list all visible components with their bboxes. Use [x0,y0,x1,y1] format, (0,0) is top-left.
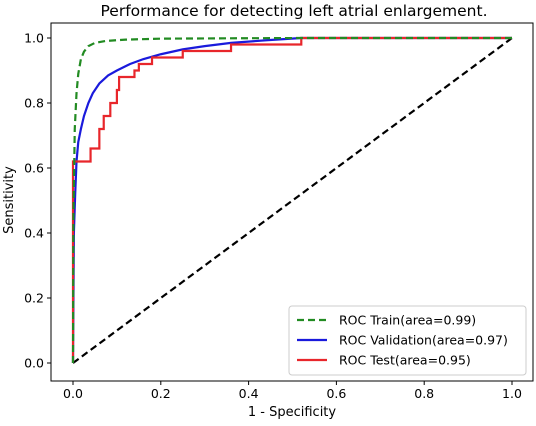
x-tick-label: 0.8 [414,386,434,401]
y-tick-label: 0.6 [24,161,44,176]
y-tick-label: 1.0 [24,31,44,46]
x-tick-label: 0.4 [239,386,259,401]
x-tick-label: 0.2 [151,386,171,401]
series-layer [71,36,513,364]
legend: ROC Train(area=0.99) ROC Validation(area… [288,305,527,376]
x-tick-label: 1.0 [502,386,522,401]
chart-title: Performance for detecting left atrial en… [101,2,488,20]
y-tick-label: 0.0 [24,356,44,371]
y-tick-label: 0.4 [24,226,44,241]
chance-diagonal-line [72,37,513,364]
roc-train-line [71,36,512,364]
plot-area-frame [50,22,534,382]
legend-label-test: ROC Test(area=0.95) [339,353,471,368]
x-tick-label: 0.6 [326,386,346,401]
x-tick-label: 0.0 [63,386,83,401]
legend-box [288,305,527,376]
x-axis-label: 1 - Specificity [248,405,337,420]
legend-label-train: ROC Train(area=0.99) [339,313,476,328]
y-tick-label: 0.2 [24,291,44,306]
roc-validation-line [71,36,512,364]
axis-ticks: 0.0 0.2 0.4 0.6 0.8 1.0 0.0 0.2 0.4 0.6 0.8 1.0 [24,31,522,402]
roc-test-line [71,36,512,363]
y-axis-label: Sensitivity [2,166,17,234]
y-tick-label: 0.8 [24,96,44,111]
legend-label-validation: ROC Validation(area=0.97) [339,333,508,348]
